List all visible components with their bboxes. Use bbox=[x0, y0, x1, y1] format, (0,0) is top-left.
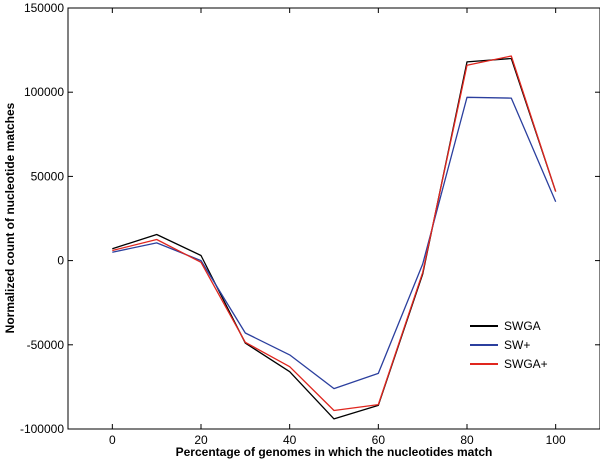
plot-frame bbox=[67, 7, 600, 430]
series-line-swga-plus bbox=[112, 55, 557, 412]
legend: SWGA SW+ SWGA+ bbox=[470, 319, 548, 371]
y-axis-title: Normalized count of nucleotide matches bbox=[3, 102, 17, 333]
y-tick-label: -100000 bbox=[20, 422, 64, 436]
x-axis-title: Percentage of genomes in which the nucle… bbox=[176, 445, 493, 459]
y-tick-label: 50000 bbox=[31, 169, 65, 183]
y-tick-label: 150000 bbox=[24, 1, 64, 15]
y-tick-label: 0 bbox=[57, 254, 64, 268]
series-line-swga bbox=[112, 57, 557, 420]
x-tick-label: 40 bbox=[283, 433, 297, 447]
legend-label-swga: SWGA bbox=[504, 319, 541, 333]
y-axis: -100000 -50000 0 50000 100000 150000 bbox=[20, 1, 600, 436]
series-lines bbox=[112, 55, 557, 420]
x-tick-label: 60 bbox=[372, 433, 386, 447]
x-tick-label: 0 bbox=[109, 433, 116, 447]
y-tick-label: -50000 bbox=[27, 338, 65, 352]
y-tick-label: 100000 bbox=[24, 85, 64, 99]
x-tick-label: 100 bbox=[546, 433, 566, 447]
legend-label-sw-plus: SW+ bbox=[504, 338, 530, 352]
x-tick-label: 20 bbox=[194, 433, 208, 447]
legend-label-swga-plus: SWGA+ bbox=[504, 357, 548, 371]
x-tick-label: 80 bbox=[460, 433, 474, 447]
x-axis: 0 20 40 60 80 100 bbox=[109, 8, 566, 447]
